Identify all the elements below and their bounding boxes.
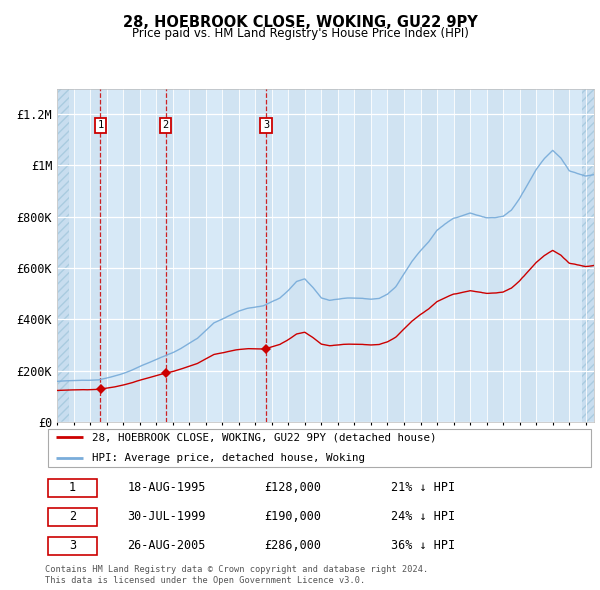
Bar [57, 88, 68, 422]
Bar [289, 88, 305, 422]
Bar [140, 88, 156, 422]
Text: 30-JUL-1999: 30-JUL-1999 [127, 510, 206, 523]
Bar [239, 88, 255, 422]
Bar [189, 88, 206, 422]
Text: £128,000: £128,000 [265, 481, 322, 494]
Text: 36% ↓ HPI: 36% ↓ HPI [391, 539, 455, 552]
Bar [90, 88, 107, 422]
Bar [583, 88, 594, 422]
Text: 21% ↓ HPI: 21% ↓ HPI [391, 481, 455, 494]
Text: Price paid vs. HM Land Registry's House Price Index (HPI): Price paid vs. HM Land Registry's House … [131, 27, 469, 40]
Text: 28, HOEBROOK CLOSE, WOKING, GU22 9PY (detached house): 28, HOEBROOK CLOSE, WOKING, GU22 9PY (de… [92, 432, 436, 442]
Bar [487, 88, 503, 422]
Bar [74, 88, 90, 422]
Bar [272, 88, 289, 422]
Bar [305, 88, 322, 422]
Bar [222, 88, 239, 422]
Bar [107, 88, 123, 422]
Bar [454, 88, 470, 422]
FancyBboxPatch shape [48, 478, 97, 497]
Text: 18-AUG-1995: 18-AUG-1995 [127, 481, 206, 494]
Bar [371, 88, 388, 422]
Bar [520, 88, 536, 422]
Bar [57, 88, 74, 422]
Text: 1: 1 [97, 120, 104, 130]
Bar [569, 88, 586, 422]
Bar [355, 88, 371, 422]
Text: HPI: Average price, detached house, Woking: HPI: Average price, detached house, Woki… [92, 454, 365, 463]
Text: 24% ↓ HPI: 24% ↓ HPI [391, 510, 455, 523]
Text: 1: 1 [69, 481, 76, 494]
Text: 2: 2 [69, 510, 76, 523]
Bar [437, 88, 454, 422]
Bar [206, 88, 222, 422]
Bar [388, 88, 404, 422]
Text: 3: 3 [263, 120, 269, 130]
FancyBboxPatch shape [48, 537, 97, 555]
Text: 26-AUG-2005: 26-AUG-2005 [127, 539, 206, 552]
Text: 28, HOEBROOK CLOSE, WOKING, GU22 9PY: 28, HOEBROOK CLOSE, WOKING, GU22 9PY [122, 15, 478, 30]
Bar [404, 88, 421, 422]
Bar [156, 88, 173, 422]
Bar [338, 88, 355, 422]
Bar [536, 88, 553, 422]
Bar [586, 88, 600, 422]
Bar [553, 88, 569, 422]
Text: Contains HM Land Registry data © Crown copyright and database right 2024.
This d: Contains HM Land Registry data © Crown c… [45, 565, 428, 585]
FancyBboxPatch shape [48, 508, 97, 526]
Bar [123, 88, 140, 422]
Text: £286,000: £286,000 [265, 539, 322, 552]
Text: 3: 3 [69, 539, 76, 552]
FancyBboxPatch shape [48, 429, 591, 467]
Bar [322, 88, 338, 422]
Bar [173, 88, 189, 422]
Bar [255, 88, 272, 422]
Bar [470, 88, 487, 422]
Bar [421, 88, 437, 422]
Text: 2: 2 [163, 120, 169, 130]
Bar [503, 88, 520, 422]
Text: £190,000: £190,000 [265, 510, 322, 523]
